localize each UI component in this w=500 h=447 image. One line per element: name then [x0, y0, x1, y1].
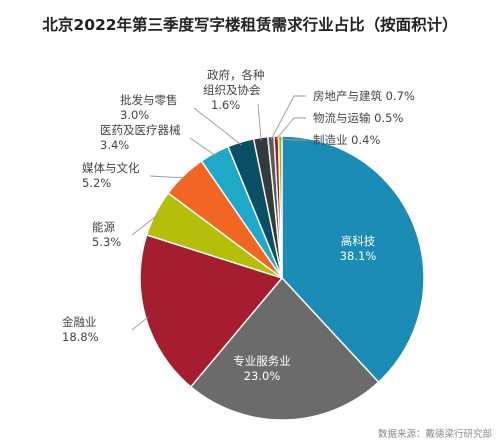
leader-line-3 [131, 214, 159, 236]
slice-label-6: 批发与零售 3.0% [120, 93, 178, 122]
leader-line-9 [275, 117, 306, 140]
slice-label-7: 政府，各种组织及协会 1.6% [203, 68, 265, 112]
slice-label-0: 高科技 38.1% [340, 234, 377, 263]
leader-line-5 [189, 137, 217, 157]
slice-2 [139, 234, 284, 388]
source-note: 数据来源：戴德梁行研究部 [378, 428, 492, 440]
leader-line-8 [270, 95, 306, 140]
slice-0 [281, 135, 425, 384]
leader-lines [131, 95, 306, 331]
slice-label-4: 媒体与文化 5.2% [82, 161, 140, 190]
slice-label-9: 物流与运输 0.5% [313, 111, 403, 125]
slice-label-8: 房地产与建筑 0.7% [313, 89, 415, 103]
chart-title: 北京2022年第三季度写字楼租赁需求行业占比（按面积计） [42, 15, 457, 34]
leader-line-7 [257, 103, 262, 141]
leader-line-4 [149, 175, 186, 179]
slice-label-1: 专业服务业 23.0% [233, 354, 291, 383]
slice-label-5: 医药及医疗器械 3.4% [100, 123, 181, 152]
leader-line-6 [193, 107, 242, 146]
slice-label-10: 制造业 0.4% [313, 133, 380, 147]
pie-slices [139, 135, 425, 421]
slice-labels: 高科技 38.1% 专业服务业 23.0% 金融业 18.8% 能源 5.3% 媒体与文化 5.2… [62, 68, 415, 383]
slice-1 [189, 276, 380, 421]
leader-line-2 [131, 316, 149, 331]
leader-line-10 [280, 138, 306, 141]
slice-label-3: 能源 5.3% [92, 220, 121, 249]
slice-label-2: 金融业 18.8% [62, 315, 99, 344]
